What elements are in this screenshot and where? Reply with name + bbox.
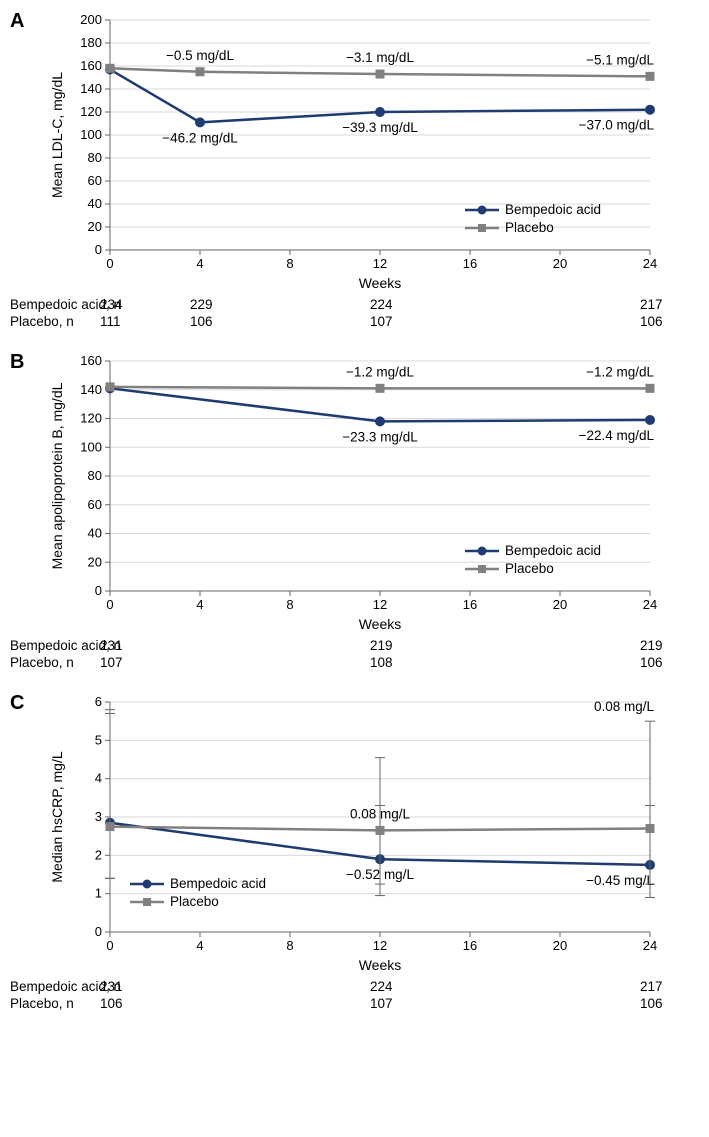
svg-text:−37.0 mg/dL: −37.0 mg/dL bbox=[579, 118, 655, 133]
svg-text:4: 4 bbox=[196, 938, 203, 953]
svg-text:4: 4 bbox=[95, 771, 102, 786]
figure-root: A02040608010012014016018020004812162024W… bbox=[10, 10, 699, 1013]
svg-text:−3.1 mg/dL: −3.1 mg/dL bbox=[346, 50, 414, 65]
chart-C: 012345604812162024WeeksMedian hsCRP, mg/… bbox=[40, 692, 660, 977]
svg-text:3: 3 bbox=[95, 809, 102, 824]
svg-text:0: 0 bbox=[106, 938, 113, 953]
svg-text:60: 60 bbox=[88, 173, 102, 188]
svg-text:Weeks: Weeks bbox=[359, 275, 402, 291]
svg-text:40: 40 bbox=[88, 526, 102, 541]
svg-text:Placebo: Placebo bbox=[505, 220, 554, 235]
svg-text:20: 20 bbox=[88, 554, 102, 569]
svg-text:80: 80 bbox=[88, 150, 102, 165]
svg-text:Weeks: Weeks bbox=[359, 957, 402, 973]
svg-text:Mean LDL-C, mg/dL: Mean LDL-C, mg/dL bbox=[49, 72, 65, 198]
chart-A: 0 20 40 60 80 100 120 140 160 180 200 0 4 8 12 16 20 24 We… bbox=[40, 10, 660, 295]
svg-text:24: 24 bbox=[643, 597, 657, 612]
svg-text:−5.1 mg/dL: −5.1 mg/dL bbox=[586, 52, 654, 67]
svg-text:1: 1 bbox=[95, 886, 102, 901]
svg-text:−22.4 mg/dL: −22.4 mg/dL bbox=[579, 428, 655, 443]
svg-text:0.08 mg/L: 0.08 mg/L bbox=[350, 806, 411, 821]
svg-text:5: 5 bbox=[95, 732, 102, 747]
svg-text:0: 0 bbox=[95, 242, 102, 257]
panel-C: C012345604812162024WeeksMedian hsCRP, mg… bbox=[10, 692, 699, 1013]
svg-text:−0.45 mg/L: −0.45 mg/L bbox=[586, 873, 654, 888]
svg-text:16: 16 bbox=[463, 938, 477, 953]
svg-text:12: 12 bbox=[373, 256, 387, 271]
n-table-B: Bempedoic acid, n231219219Placebo, n1071… bbox=[10, 638, 699, 672]
svg-text:200: 200 bbox=[80, 12, 102, 27]
svg-text:120: 120 bbox=[80, 411, 102, 426]
svg-text:Placebo: Placebo bbox=[170, 894, 219, 909]
svg-text:180: 180 bbox=[80, 35, 102, 50]
chart-B: 0 20 40 60 80 100 120 140 160 0 4 8 12 16 20 24 Weeks Mea… bbox=[40, 351, 660, 636]
svg-text:Bempedoic acid: Bempedoic acid bbox=[505, 543, 601, 558]
svg-text:4: 4 bbox=[196, 256, 203, 271]
n-table-C: Bempedoic acid, n231224217Placebo, n1061… bbox=[10, 979, 699, 1013]
panel-label: A bbox=[10, 10, 24, 33]
n-table-A: Bempedoic acid, n234229224217Placebo, n1… bbox=[10, 297, 699, 331]
svg-text:20: 20 bbox=[88, 219, 102, 234]
svg-text:20: 20 bbox=[553, 256, 567, 271]
svg-text:Placebo: Placebo bbox=[505, 561, 554, 576]
svg-text:6: 6 bbox=[95, 694, 102, 709]
svg-text:60: 60 bbox=[88, 497, 102, 512]
svg-text:Bempedoic acid: Bempedoic acid bbox=[170, 876, 266, 891]
svg-text:0: 0 bbox=[95, 924, 102, 939]
svg-text:12: 12 bbox=[373, 597, 387, 612]
svg-text:8: 8 bbox=[286, 597, 293, 612]
svg-text:20: 20 bbox=[553, 938, 567, 953]
svg-text:Bempedoic acid: Bempedoic acid bbox=[505, 202, 601, 217]
svg-text:80: 80 bbox=[88, 468, 102, 483]
svg-text:−23.3 mg/dL: −23.3 mg/dL bbox=[342, 429, 418, 444]
svg-text:Weeks: Weeks bbox=[359, 616, 402, 632]
svg-text:40: 40 bbox=[88, 196, 102, 211]
panel-B: B 0 20 40 60 80 100 120 140 160 0 4 8 12 16 20 24 Weeks Me… bbox=[10, 351, 699, 672]
svg-text:160: 160 bbox=[80, 58, 102, 73]
svg-text:8: 8 bbox=[286, 938, 293, 953]
svg-text:24: 24 bbox=[643, 938, 657, 953]
panel-A: A 0 20 40 60 80 100 120 140 160 180 200 0 4 8 12 16 20 24 W… bbox=[10, 10, 699, 331]
svg-text:8: 8 bbox=[286, 256, 293, 271]
svg-text:140: 140 bbox=[80, 382, 102, 397]
svg-text:0: 0 bbox=[106, 256, 113, 271]
svg-text:140: 140 bbox=[80, 81, 102, 96]
panel-label: B bbox=[10, 351, 24, 374]
svg-text:−0.5 mg/dL: −0.5 mg/dL bbox=[166, 48, 234, 63]
svg-text:100: 100 bbox=[80, 127, 102, 142]
svg-text:24: 24 bbox=[643, 256, 657, 271]
svg-text:4: 4 bbox=[196, 597, 203, 612]
svg-text:100: 100 bbox=[80, 439, 102, 454]
svg-text:−1.2 mg/dL: −1.2 mg/dL bbox=[346, 364, 414, 379]
svg-text:Mean apolipoprotein B, mg/dL: Mean apolipoprotein B, mg/dL bbox=[49, 382, 65, 569]
panel-label: C bbox=[10, 692, 24, 715]
svg-text:0: 0 bbox=[106, 597, 113, 612]
svg-text:20: 20 bbox=[553, 597, 567, 612]
svg-text:−39.3 mg/dL: −39.3 mg/dL bbox=[342, 120, 418, 135]
svg-text:16: 16 bbox=[463, 597, 477, 612]
svg-text:0: 0 bbox=[95, 583, 102, 598]
svg-text:Median hsCRP, mg/L: Median hsCRP, mg/L bbox=[49, 751, 65, 882]
svg-text:160: 160 bbox=[80, 353, 102, 368]
svg-text:120: 120 bbox=[80, 104, 102, 119]
svg-text:12: 12 bbox=[373, 938, 387, 953]
svg-text:0.08 mg/L: 0.08 mg/L bbox=[594, 699, 655, 714]
svg-text:−1.2 mg/dL: −1.2 mg/dL bbox=[586, 364, 654, 379]
svg-text:16: 16 bbox=[463, 256, 477, 271]
svg-text:−46.2 mg/dL: −46.2 mg/dL bbox=[162, 130, 238, 145]
svg-text:2: 2 bbox=[95, 847, 102, 862]
